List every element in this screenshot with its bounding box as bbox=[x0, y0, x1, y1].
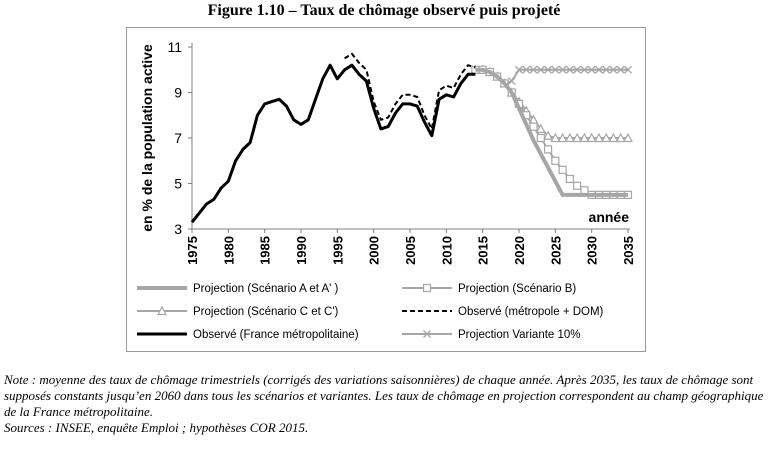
chart-axes: 3 5 7 9 11 1975 1980 1985 1990 1995 2000 2005 2010 20… bbox=[139, 39, 636, 265]
x-tick-label: 2000 bbox=[367, 236, 382, 265]
series-line bbox=[475, 67, 628, 197]
x-tick-label: 1985 bbox=[258, 236, 273, 265]
legend-item: Observé (métropole + DOM) bbox=[402, 306, 604, 318]
sources-text: Sources : INSEE, enquête Emploi ; hypoth… bbox=[4, 420, 309, 435]
y-tick-label: 3 bbox=[174, 221, 182, 237]
x-tick-label: 1980 bbox=[221, 236, 236, 265]
series-point-x-marker bbox=[544, 65, 553, 74]
note-text: Note : moyenne des taux de chômage trime… bbox=[4, 372, 764, 419]
series-point-x-marker bbox=[594, 65, 603, 74]
chart-legend: Projection (Scénario A et A' ) Projection… bbox=[137, 283, 604, 341]
series-line bbox=[190, 63, 476, 224]
series-point-x-marker bbox=[587, 65, 596, 74]
series-point-square-marker bbox=[551, 156, 560, 165]
series-point-triangle-marker bbox=[557, 132, 568, 143]
legend-label: Observé (France métropolitaine) bbox=[193, 329, 359, 341]
legend-label: Projection (Scénario A et A' ) bbox=[193, 283, 339, 295]
x-tick-label: 1990 bbox=[294, 236, 309, 265]
series-point-x-marker bbox=[515, 65, 523, 74]
series-point-triangle-marker bbox=[615, 132, 626, 143]
legend-item: Observé (France métropolitaine) bbox=[137, 329, 359, 341]
series-point-triangle-marker bbox=[608, 132, 619, 143]
legend-item: Projection (Scénario C et C') bbox=[137, 305, 339, 318]
legend-label: Projection Variante 10% bbox=[458, 329, 581, 341]
series-point-triangle-marker bbox=[572, 132, 583, 143]
series-point-triangle-marker bbox=[550, 132, 561, 143]
x-tick-label: 1995 bbox=[330, 236, 345, 265]
series-point-x-marker bbox=[624, 65, 632, 74]
chart-series bbox=[190, 52, 633, 224]
series-point-x-marker bbox=[507, 77, 516, 86]
figure-title: Figure 1.10 – Taux de chômage observé pu… bbox=[207, 2, 561, 19]
legend-item: Projection (Scénario A et A' ) bbox=[137, 283, 339, 295]
series-point-triangle-marker bbox=[579, 132, 590, 143]
x-tick-label: 2005 bbox=[403, 236, 418, 265]
series-point-x-marker bbox=[536, 65, 545, 74]
series-point-x-marker bbox=[529, 65, 538, 74]
x-tick-label: 2020 bbox=[512, 236, 527, 265]
x-tick-label: 2035 bbox=[621, 236, 636, 265]
y-tick-label: 9 bbox=[174, 85, 182, 101]
series-point-triangle-marker bbox=[586, 132, 597, 143]
series-point-x-marker bbox=[616, 65, 625, 74]
series-point-x-marker bbox=[573, 65, 582, 74]
series-point-square-marker bbox=[536, 133, 545, 143]
series-point-x-marker bbox=[551, 65, 560, 74]
legend-item: Projection Variante 10% bbox=[402, 329, 581, 341]
x-tick-label: 2025 bbox=[548, 236, 563, 265]
series-point-triangle-marker bbox=[543, 130, 554, 140]
series-point-triangle-marker bbox=[601, 132, 612, 143]
series-group bbox=[475, 67, 628, 197]
x-tick-label: 2030 bbox=[585, 236, 600, 265]
series-line bbox=[344, 52, 476, 130]
series-point-triangle-marker bbox=[564, 132, 575, 143]
series-group bbox=[344, 52, 476, 130]
legend-label: Projection (Scénario C et C') bbox=[193, 306, 339, 318]
x-tick-label: 2010 bbox=[439, 236, 454, 265]
series-point-x-marker bbox=[565, 65, 574, 74]
series-point-square-marker bbox=[580, 186, 589, 195]
series-point-x-marker bbox=[522, 65, 531, 74]
series-point-triangle-marker bbox=[593, 132, 604, 143]
legend-item: Projection (Scénario B) bbox=[402, 283, 576, 295]
series-point-triangle-marker bbox=[623, 132, 633, 143]
series-point-x-marker bbox=[423, 330, 431, 338]
series-group bbox=[190, 63, 476, 224]
series-point-square-marker bbox=[558, 165, 567, 174]
chart-frame bbox=[126, 27, 646, 352]
series-point-square-marker bbox=[422, 283, 432, 293]
y-axis-title: en % de la population active bbox=[139, 44, 155, 232]
series-point-x-marker bbox=[558, 65, 567, 74]
series-point-x-marker bbox=[609, 65, 618, 74]
series-point-x-marker bbox=[580, 65, 589, 74]
y-tick-label: 11 bbox=[167, 39, 182, 55]
series-point-triangle-marker bbox=[157, 305, 167, 316]
y-tick-label: 5 bbox=[174, 176, 182, 192]
series-point-square-marker bbox=[565, 174, 574, 184]
legend-label: Observé (métropole + DOM) bbox=[458, 306, 604, 318]
series-point-square-marker bbox=[573, 181, 582, 190]
series-point-square-marker bbox=[543, 145, 553, 154]
x-tick-label: 2015 bbox=[476, 236, 491, 265]
x-axis-title: année bbox=[589, 209, 630, 225]
figure-note: Note : moyenne des taux de chômage trime… bbox=[4, 372, 764, 436]
series-point-x-marker bbox=[602, 65, 611, 74]
y-tick-label: 7 bbox=[174, 130, 182, 146]
series-point-square-marker bbox=[529, 122, 538, 131]
series-point-triangle-marker bbox=[535, 123, 546, 133]
legend-label: Projection (Scénario B) bbox=[458, 283, 576, 295]
x-tick-label: 1975 bbox=[185, 236, 200, 265]
